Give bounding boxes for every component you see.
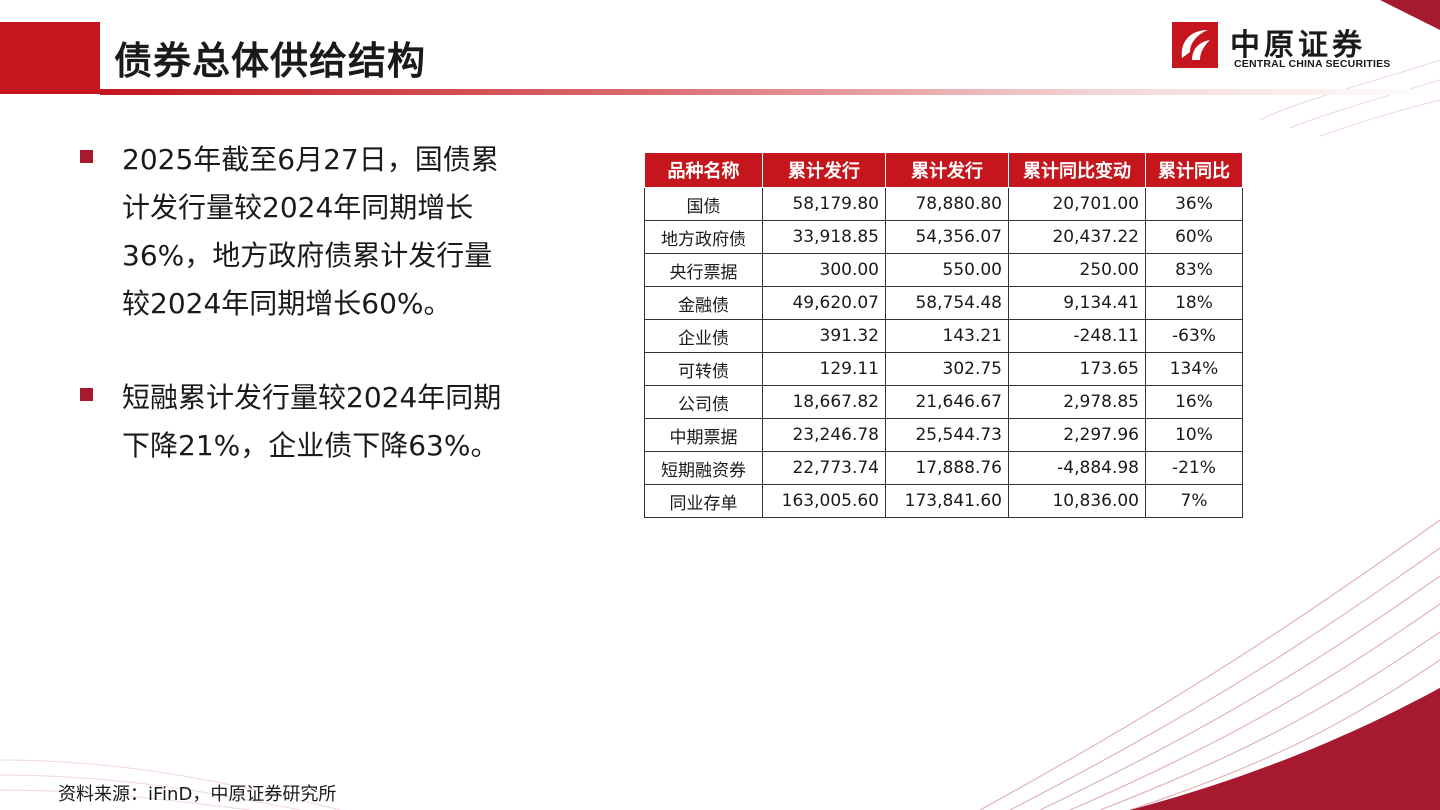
bullet-text: 短融累计发行量较2024年同期下降21%，企业债下降63%。 [122, 381, 502, 462]
logo-mark-icon [1172, 22, 1218, 68]
table-row: 短期融资券 22,773.74 17,888.76 -4,884.98 -21% [644, 451, 1243, 485]
table-cell: 58,754.48 [885, 286, 1009, 320]
table-cell: 25,544.73 [885, 418, 1009, 452]
bullet-item: 2025年截至6月27日，国债累计发行量较2024年同期增长36%，地方政府债累… [78, 136, 518, 328]
table-cell: 10% [1145, 418, 1243, 452]
table-cell: 10,836.00 [1008, 484, 1146, 518]
table-cell: 33,918.85 [762, 220, 886, 254]
table-cell: 短期融资券 [644, 451, 763, 485]
table-row: 央行票据 300.00 550.00 250.00 83% [644, 253, 1243, 287]
table-header-row: 品种名称 累计发行 累计发行 累计同比变动 累计同比 [644, 152, 1243, 188]
table-cell: 36% [1145, 187, 1243, 221]
table-cell: 国债 [644, 187, 763, 221]
table-cell: 16% [1145, 385, 1243, 419]
table-cell: 129.11 [762, 352, 886, 386]
table-cell: 央行票据 [644, 253, 763, 287]
table-cell: -4,884.98 [1008, 451, 1146, 485]
table-cell: 18,667.82 [762, 385, 886, 419]
header-cell: 累计发行 [885, 152, 1009, 188]
table-row: 国债 58,179.80 78,880.80 20,701.00 36% [644, 187, 1243, 221]
source-note: 资料来源：iFinD，中原证券研究所 [58, 784, 337, 805]
table-row: 公司债 18,667.82 21,646.67 2,978.85 16% [644, 385, 1243, 419]
table-cell: -63% [1145, 319, 1243, 353]
table-cell: 22,773.74 [762, 451, 886, 485]
logo-chinese-text: 中原证券 [1230, 28, 1366, 63]
table-cell: 143.21 [885, 319, 1009, 353]
table-cell: 2,297.96 [1008, 418, 1146, 452]
table-cell: 163,005.60 [762, 484, 886, 518]
table-cell: 20,437.22 [1008, 220, 1146, 254]
table-cell: 60% [1145, 220, 1243, 254]
table-cell: 49,620.07 [762, 286, 886, 320]
table-row: 可转债 129.11 302.75 173.65 134% [644, 352, 1243, 386]
table-cell: 可转债 [644, 352, 763, 386]
header-cell: 累计同比 [1145, 152, 1243, 188]
table-row: 金融债 49,620.07 58,754.48 9,134.41 18% [644, 286, 1243, 320]
table-row: 同业存单 163,005.60 173,841.60 10,836.00 7% [644, 484, 1243, 518]
table-cell: 173,841.60 [885, 484, 1009, 518]
company-logo: 中原证券 CENTRAL CHINA SECURITIES [1172, 22, 1412, 74]
table-cell: 地方政府债 [644, 220, 763, 254]
table-cell: 同业存单 [644, 484, 763, 518]
table-cell: 21,646.67 [885, 385, 1009, 419]
table-cell: 金融债 [644, 286, 763, 320]
title-underline [100, 89, 1440, 95]
table-cell: 78,880.80 [885, 187, 1009, 221]
table-cell: 中期票据 [644, 418, 763, 452]
header-cell: 累计发行 [762, 152, 886, 188]
table-cell: 134% [1145, 352, 1243, 386]
table-cell: -248.11 [1008, 319, 1146, 353]
table-cell: 302.75 [885, 352, 1009, 386]
table-cell: 250.00 [1008, 253, 1146, 287]
page-title: 债券总体供给结构 [114, 39, 427, 83]
table-cell: 企业债 [644, 319, 763, 353]
bullet-text: 2025年截至6月27日，国债累计发行量较2024年同期增长36%，地方政府债累… [122, 143, 499, 320]
table-cell: 300.00 [762, 253, 886, 287]
bullet-list: 2025年截至6月27日，国债累计发行量较2024年同期增长36%，地方政府债累… [78, 136, 518, 516]
table-cell: 391.32 [762, 319, 886, 353]
table-cell: 7% [1145, 484, 1243, 518]
table-cell: 20,701.00 [1008, 187, 1146, 221]
table-cell: 2,978.85 [1008, 385, 1146, 419]
table-cell: 58,179.80 [762, 187, 886, 221]
bond-supply-table: 品种名称 累计发行 累计发行 累计同比变动 累计同比 国债 58,179.80 78… [644, 152, 1243, 518]
table-cell: 54,356.07 [885, 220, 1009, 254]
table-cell: -21% [1145, 451, 1243, 485]
bullet-marker [80, 388, 93, 401]
table-cell: 公司债 [644, 385, 763, 419]
table-cell: 23,246.78 [762, 418, 886, 452]
bullet-marker [80, 150, 93, 163]
table-cell: 83% [1145, 253, 1243, 287]
table-cell: 17,888.76 [885, 451, 1009, 485]
logo-english-text: CENTRAL CHINA SECURITIES [1234, 58, 1391, 70]
table-row: 中期票据 23,246.78 25,544.73 2,297.96 10% [644, 418, 1243, 452]
table-cell: 9,134.41 [1008, 286, 1146, 320]
table-row: 地方政府债 33,918.85 54,356.07 20,437.22 60% [644, 220, 1243, 254]
table-cell: 550.00 [885, 253, 1009, 287]
table-cell: 18% [1145, 286, 1243, 320]
table-row: 企业债 391.32 143.21 -248.11 -63% [644, 319, 1243, 353]
table-cell: 173.65 [1008, 352, 1146, 386]
header-cell: 累计同比变动 [1008, 152, 1146, 188]
bullet-item: 短融累计发行量较2024年同期下降21%，企业债下降63%。 [78, 374, 518, 470]
header-cell: 品种名称 [644, 152, 763, 188]
title-accent-bar [0, 22, 100, 94]
